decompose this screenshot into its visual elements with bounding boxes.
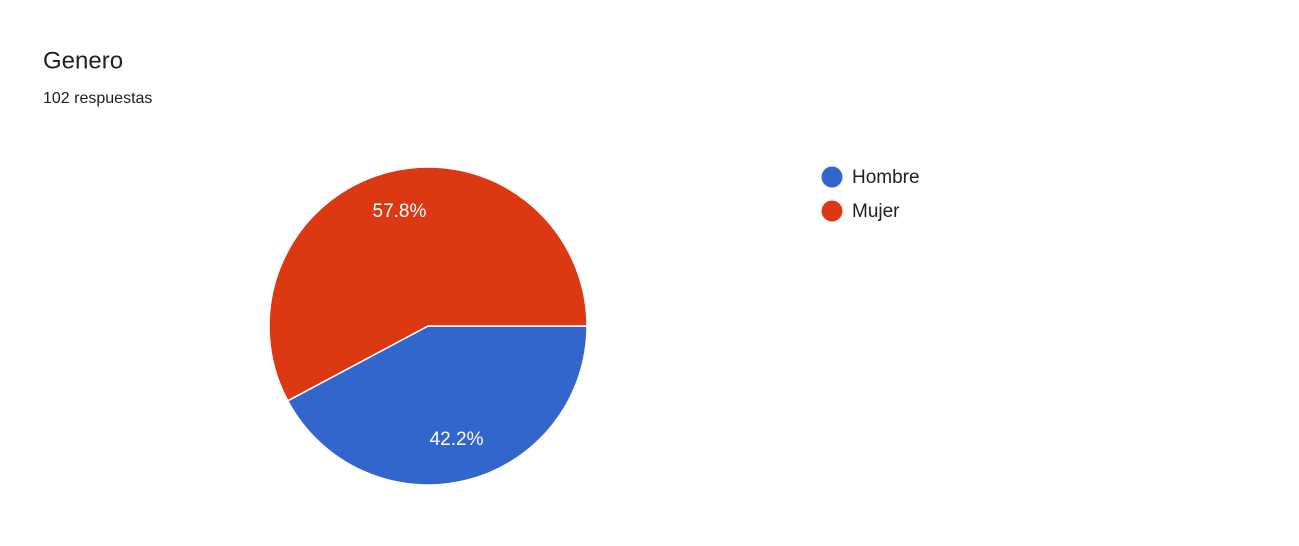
legend-marker: [821, 166, 843, 188]
legend-marker: [821, 200, 843, 222]
chart-title: Genero: [43, 47, 123, 74]
legend-label: Mujer: [852, 201, 900, 222]
pie-slice: [286, 325, 588, 486]
slice-label: 42.2%: [430, 429, 484, 450]
legend-label: Hombre: [852, 167, 920, 188]
pie-slice: [268, 166, 588, 402]
slice-label: 57.8%: [373, 201, 427, 222]
chart-subtitle: 102 respuestas: [43, 90, 152, 107]
